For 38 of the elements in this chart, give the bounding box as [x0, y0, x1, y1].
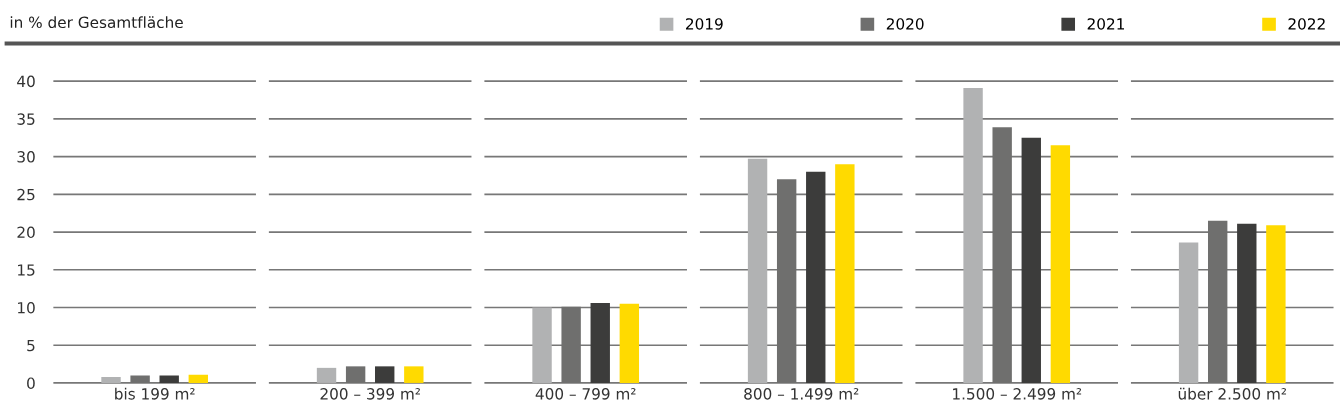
- legend-label: 2020: [886, 18, 924, 30]
- bar: [1237, 223, 1257, 383]
- bar: [1021, 137, 1041, 383]
- bar: [1266, 225, 1286, 383]
- x-tick-label: 200 – 399 m²: [320, 388, 420, 400]
- y-tick-label: 10: [18, 301, 35, 314]
- bar: [1050, 145, 1071, 383]
- y-tick-label: 0: [27, 377, 35, 389]
- bar: [1178, 242, 1199, 383]
- x-tick-label: bis 199 m²: [115, 387, 195, 400]
- bar: [590, 302, 610, 383]
- bar: [101, 376, 121, 383]
- y-tick-label: 30: [17, 151, 35, 163]
- y-tick-label: 25: [17, 188, 35, 201]
- bar: [806, 171, 826, 383]
- bar: [963, 87, 983, 383]
- y-axis-title: in % der Gesamtfläche: [10, 16, 183, 29]
- bar: [159, 375, 179, 383]
- x-tick-label: 1.500 – 2.499 m²: [953, 388, 1082, 400]
- legend-label: 2019: [686, 18, 723, 30]
- bar: [188, 374, 208, 383]
- y-tick-label: 20: [17, 226, 35, 239]
- bar: [835, 164, 855, 383]
- y-tick-label: 35: [17, 113, 35, 125]
- x-tick-label: über 2.500 m²: [1178, 387, 1287, 400]
- x-tick-label: 400 – 799 m²: [535, 388, 636, 400]
- bar: [619, 303, 640, 383]
- bar: [532, 307, 552, 383]
- y-tick-label: 15: [18, 264, 35, 276]
- bar: [316, 367, 337, 383]
- legend-label: 2021: [1087, 18, 1125, 30]
- y-tick-label: 40: [17, 75, 35, 88]
- y-tick-label: 5: [27, 339, 35, 352]
- legend-label: 2022: [1288, 18, 1325, 30]
- bar: [404, 366, 424, 383]
- bar: [747, 158, 768, 383]
- x-tick-label: 800 – 1.499 m²: [744, 388, 859, 400]
- bar: [375, 366, 395, 383]
